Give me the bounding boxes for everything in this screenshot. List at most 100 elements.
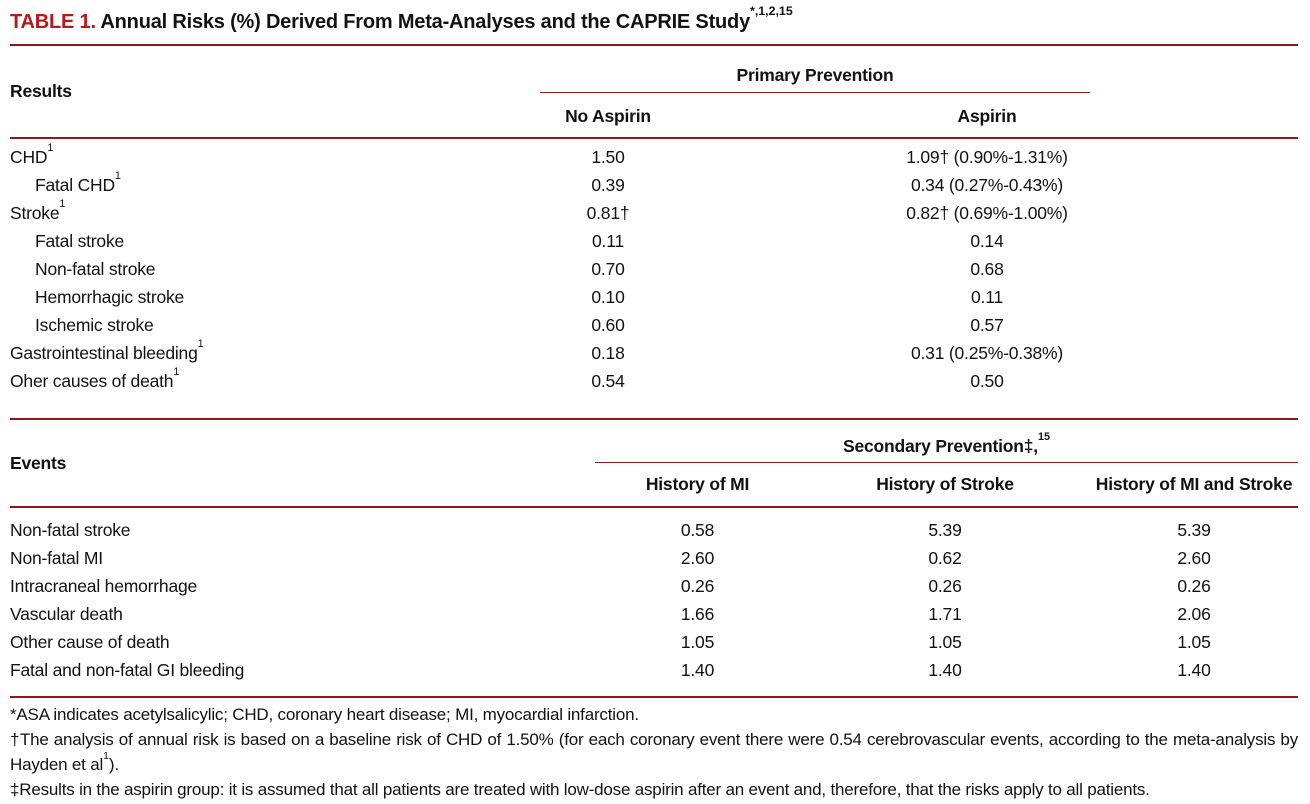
table-footnotes: *ASA indicates acetylsalicylic; CHD, cor… bbox=[10, 698, 1298, 802]
table-row: Non-fatal stroke 0.70 0.68 bbox=[10, 255, 1298, 283]
aspirin-value: 1.09† (0.90%-1.31%) bbox=[906, 147, 1068, 167]
history-of-mi-value: 1.05 bbox=[680, 632, 715, 652]
aspirin-value: 0.31 (0.25%-0.38%) bbox=[910, 343, 1064, 363]
aspirin-value: 0.11 bbox=[971, 287, 1003, 307]
primary-header-right: Primary Prevention No Aspirin Aspirin bbox=[540, 46, 1298, 137]
history-of-stroke-value: 1.40 bbox=[928, 660, 962, 680]
table-row: Stroke1 0.81† 0.82† (0.69%-1.00%) bbox=[10, 199, 1298, 227]
footnote-marker: 1 bbox=[47, 142, 54, 155]
group-header-superscript: 15 bbox=[1037, 431, 1051, 444]
footnote-dagger-text: †The analysis of annual risk is based on… bbox=[10, 730, 1298, 774]
table-title-main: Annual Risks (%) Derived From Meta-Analy… bbox=[95, 11, 750, 33]
row-label-text: Oher causes of death bbox=[10, 371, 174, 391]
history-of-stroke-value: 1.71 bbox=[928, 604, 962, 624]
table-row: Fatal CHD1 0.39 0.34 (0.27%-0.43%) bbox=[10, 171, 1298, 199]
no-aspirin-value: 1.50 bbox=[591, 147, 625, 167]
table-number: TABLE 1. bbox=[10, 11, 96, 33]
row-label: Fatal CHD1 bbox=[10, 171, 540, 199]
column-header-history-of-mi: History of MI bbox=[645, 473, 750, 494]
history-of-mi-and-stroke-value: 2.06 bbox=[1177, 604, 1211, 624]
aspirin-value: 0.82† (0.69%-1.00%) bbox=[906, 203, 1068, 223]
no-aspirin-value: 0.54 bbox=[591, 371, 625, 391]
table-title: TABLE 1. Annual Risks (%) Derived From M… bbox=[10, 0, 1298, 44]
primary-column-headers: No Aspirin Aspirin bbox=[540, 93, 1298, 136]
aspirin-value: 0.14 bbox=[970, 231, 1004, 251]
row-label: Hemorrhagic stroke bbox=[10, 283, 540, 311]
row-label: Gastrointestinal bleeding1 bbox=[10, 339, 540, 367]
history-of-mi-and-stroke-value: 1.05 bbox=[1177, 632, 1211, 652]
history-of-stroke-value: 0.62 bbox=[928, 548, 962, 568]
table-title-text: Annual Risks (%) Derived From Meta-Analy… bbox=[95, 5, 792, 33]
row-label-text: Ischemic stroke bbox=[35, 315, 154, 335]
column-header-history-of-stroke: History of Stroke bbox=[876, 473, 1014, 494]
aspirin-value: 0.50 bbox=[970, 371, 1004, 391]
primary-table-header: Results Primary Prevention No Aspirin As… bbox=[10, 46, 1298, 137]
footnote-marker: 1 bbox=[173, 366, 180, 379]
row-label-text: Fatal stroke bbox=[35, 231, 125, 251]
no-aspirin-value: 0.18 bbox=[591, 343, 625, 363]
no-aspirin-value: 0.81† bbox=[586, 203, 630, 223]
footnote-dagger: †The analysis of annual risk is based on… bbox=[10, 727, 1298, 777]
history-of-mi-and-stroke-value: 0.26 bbox=[1177, 576, 1211, 596]
row-label: CHD1 bbox=[10, 143, 540, 171]
stub-header-events: Events bbox=[10, 452, 67, 473]
primary-table-body: CHD1 1.50 1.09† (0.90%-1.31%) Fatal CHD1… bbox=[10, 139, 1298, 418]
table-row: Hemorrhagic stroke 0.10 0.11 bbox=[10, 283, 1298, 311]
row-label: Non-fatal stroke bbox=[10, 255, 540, 283]
column-header-history-of-mi-and-stroke: History of MI and Stroke bbox=[1095, 473, 1293, 494]
column-header-no-aspirin: No Aspirin bbox=[565, 105, 651, 126]
secondary-header-right: Secondary Prevention‡,15 History of MI H… bbox=[595, 420, 1298, 506]
row-label-text: Stroke bbox=[10, 203, 60, 223]
row-label: Vascular death bbox=[10, 604, 123, 624]
horizontal-rule bbox=[10, 696, 1298, 698]
row-label: Non-fatal MI bbox=[10, 548, 103, 568]
footnote-reference-marker: 1 bbox=[103, 749, 109, 762]
stub-header-results: Results bbox=[10, 81, 72, 101]
horizontal-rule bbox=[10, 137, 1298, 139]
row-label-text: CHD bbox=[10, 147, 48, 167]
row-label: Fatal and non-fatal GI bleeding bbox=[10, 660, 245, 680]
row-label: Ischemic stroke bbox=[10, 311, 540, 339]
horizontal-rule bbox=[10, 44, 1298, 46]
history-of-mi-and-stroke-value: 2.60 bbox=[1177, 548, 1211, 568]
aspirin-value: 0.68 bbox=[970, 259, 1004, 279]
table-row: Ischemic stroke 0.60 0.57 bbox=[10, 311, 1298, 339]
no-aspirin-value: 0.11 bbox=[592, 231, 624, 251]
table-row: Oher causes of death1 0.54 0.50 bbox=[10, 367, 1298, 395]
row-label: Stroke1 bbox=[10, 199, 540, 227]
table-row: Intracraneal hemorrhage 0.26 0.26 0.26 bbox=[10, 572, 1298, 600]
table-row: Vascular death 1.66 1.71 2.06 bbox=[10, 600, 1298, 628]
history-of-stroke-value: 1.05 bbox=[928, 632, 962, 652]
horizontal-rule bbox=[10, 418, 1298, 420]
table-row: Gastrointestinal bleeding1 0.18 0.31 (0.… bbox=[10, 339, 1298, 367]
row-label-text: Fatal CHD bbox=[35, 175, 115, 195]
no-aspirin-value: 0.70 bbox=[591, 259, 625, 279]
row-label-text: Gastrointestinal bleeding bbox=[10, 343, 198, 363]
history-of-stroke-value: 0.26 bbox=[928, 576, 962, 596]
row-label-text: Hemorrhagic stroke bbox=[35, 287, 185, 307]
row-label: Fatal stroke bbox=[10, 227, 540, 255]
row-label: Other cause of death bbox=[10, 632, 170, 652]
row-label: Oher causes of death1 bbox=[10, 367, 540, 395]
group-header-primary-prevention: Primary Prevention bbox=[540, 63, 1090, 93]
horizontal-rule bbox=[10, 506, 1298, 508]
group-header-text: Secondary Prevention‡, bbox=[842, 436, 1038, 456]
footnote-asa: *ASA indicates acetylsalicylic; CHD, cor… bbox=[10, 705, 639, 724]
no-aspirin-value: 0.39 bbox=[591, 175, 625, 195]
table-row: Fatal and non-fatal GI bleeding 1.40 1.4… bbox=[10, 656, 1298, 684]
history-of-mi-and-stroke-value: 1.40 bbox=[1177, 660, 1211, 680]
history-of-stroke-value: 5.39 bbox=[928, 520, 962, 540]
history-of-mi-value: 1.40 bbox=[680, 660, 715, 680]
history-of-mi-value: 0.58 bbox=[680, 520, 715, 540]
table-row: Non-fatal MI 2.60 0.62 2.60 bbox=[10, 544, 1298, 572]
table-row: Fatal stroke 0.11 0.14 bbox=[10, 227, 1298, 255]
table-row: Non-fatal stroke 0.58 5.39 5.39 bbox=[10, 516, 1298, 544]
column-header-aspirin: Aspirin bbox=[957, 105, 1017, 126]
secondary-table-body: Non-fatal stroke 0.58 5.39 5.39 Non-fata… bbox=[10, 508, 1298, 696]
row-label: Intracraneal hemorrhage bbox=[10, 576, 198, 596]
secondary-column-headers: History of MI History of Stroke History … bbox=[595, 463, 1298, 505]
history-of-mi-and-stroke-value: 5.39 bbox=[1177, 520, 1211, 540]
table-row: CHD1 1.50 1.09† (0.90%-1.31%) bbox=[10, 143, 1298, 171]
footnote-dagger-tail: ). bbox=[108, 755, 119, 774]
